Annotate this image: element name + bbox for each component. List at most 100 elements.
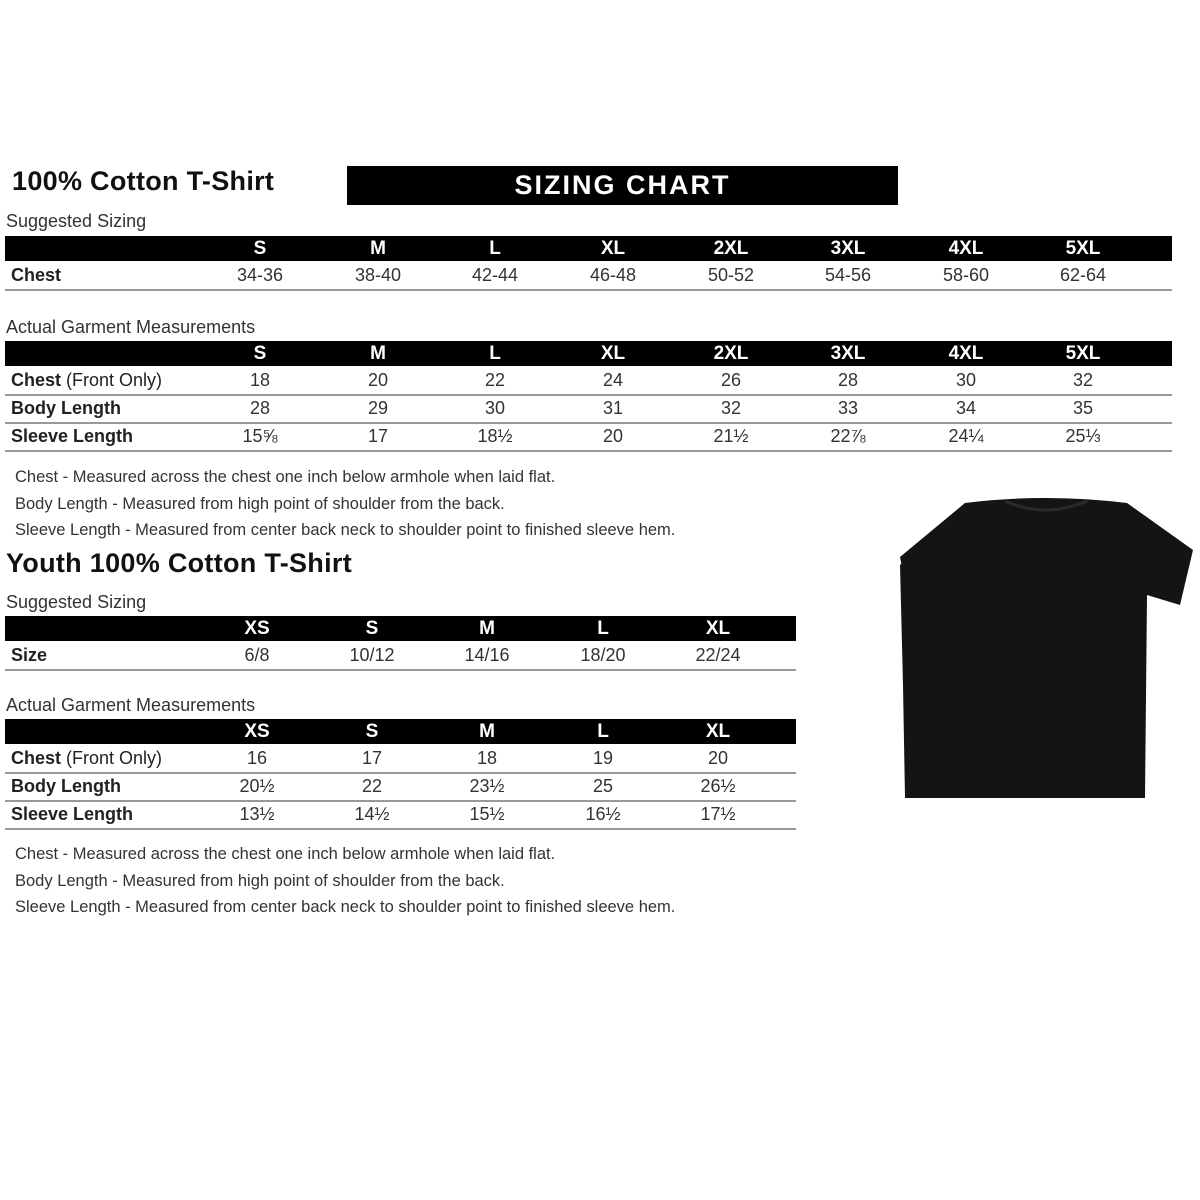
row-label: Size <box>11 641 47 669</box>
row-label-text: Body Length <box>11 398 121 418</box>
table-cell: 17½ <box>700 804 736 824</box>
table-cell: 25 <box>592 776 614 796</box>
table-cell: 23½ <box>469 776 505 796</box>
table-cell: 26 <box>720 370 742 390</box>
table-cell: 6/8 <box>244 645 270 665</box>
measurement-note: Body Length - Measured from high point o… <box>15 494 505 513</box>
table-cell: 22 <box>484 370 506 390</box>
table-cell: 20 <box>367 370 389 390</box>
table-cell: 38-40 <box>354 265 402 285</box>
table-cell: 62-64 <box>1059 265 1107 285</box>
table-cell: 24 <box>602 370 624 390</box>
black-tshirt-icon <box>900 498 1193 798</box>
size-header-3xl: 3XL <box>830 238 866 259</box>
size-header-l: L <box>489 238 501 259</box>
row-divider <box>5 828 796 830</box>
row-label: Chest (Front Only) <box>11 744 162 772</box>
measurement-note: Chest - Measured across the chest one in… <box>15 845 556 863</box>
table-cell: 28 <box>249 398 271 418</box>
table-cell: 29 <box>367 398 389 418</box>
table-cell: 28 <box>837 370 859 390</box>
row-label: Chest (Front Only) <box>11 366 162 394</box>
table-cell: 14/16 <box>464 645 510 665</box>
measurement-note: Body Length - Measured from high point o… <box>15 871 505 890</box>
table-row: Chest (Front Only) 16 17 18 19 20 <box>0 744 796 772</box>
table-cell: 22/24 <box>695 645 741 665</box>
youth-notes: Chest - Measured across the chest one in… <box>15 841 675 921</box>
row-label-text: Sleeve Length <box>11 426 134 446</box>
table-cell: 19 <box>592 748 614 768</box>
size-header-xl: XL <box>600 238 626 259</box>
size-header-l: L <box>489 343 501 364</box>
size-header-m: M <box>479 721 495 742</box>
table-cell: 33 <box>837 398 859 418</box>
size-header-l: L <box>597 618 609 639</box>
table-cell: 18½ <box>477 426 513 446</box>
row-divider <box>5 800 796 802</box>
row-label-text: Chest <box>11 370 62 390</box>
table-cell: 16½ <box>585 804 621 824</box>
measurement-note: Sleeve Length - Measured from center bac… <box>15 898 676 916</box>
table-cell: 46-48 <box>589 265 637 285</box>
table-cell: 24¼ <box>948 426 984 446</box>
table-row: Size 6/8 10/12 14/16 18/20 22/24 <box>0 641 796 669</box>
table-cell: 13½ <box>239 804 275 824</box>
size-header-s: S <box>365 721 379 742</box>
table-cell: 22 <box>361 776 383 796</box>
size-header-m: M <box>479 618 495 639</box>
size-header-bar: XS S M L XL <box>5 719 796 744</box>
table-cell: 32 <box>1072 370 1094 390</box>
row-divider <box>5 289 1172 291</box>
row-divider <box>5 450 1172 452</box>
table-cell: 54-56 <box>824 265 872 285</box>
table-cell: 58-60 <box>942 265 990 285</box>
size-header-3xl: 3XL <box>830 343 866 364</box>
table-cell: 42-44 <box>471 265 519 285</box>
size-header-2xl: 2XL <box>713 238 749 259</box>
size-header-bar: S M L XL 2XL 3XL 4XL 5XL <box>5 341 1172 366</box>
table-cell: 16 <box>246 748 268 768</box>
table-row: Sleeve Length 13½ 14½ 15½ 16½ 17½ <box>0 800 796 828</box>
table-cell: 18 <box>249 370 271 390</box>
table-cell: 34-36 <box>236 265 284 285</box>
size-header-2xl: 2XL <box>713 343 749 364</box>
size-header-s: S <box>253 238 267 259</box>
table-cell: 26½ <box>700 776 736 796</box>
table-row: Body Length 28 29 30 31 32 33 34 35 <box>0 394 1172 422</box>
table-cell: 50-52 <box>707 265 755 285</box>
table-cell: 15⅝ <box>242 426 278 446</box>
row-label-text: Sleeve Length <box>11 804 134 824</box>
row-label-suffix: (Front Only) <box>66 748 163 768</box>
row-label-suffix: (Front Only) <box>66 370 163 390</box>
size-header-bar: S M L XL 2XL 3XL 4XL 5XL <box>5 236 1172 261</box>
size-header-s: S <box>365 618 379 639</box>
row-divider <box>5 772 796 774</box>
measurement-note: Chest - Measured across the chest one in… <box>15 468 556 486</box>
table-cell: 15½ <box>469 804 505 824</box>
measurement-note: Sleeve Length - Measured from center bac… <box>15 521 676 539</box>
table-cell: 20½ <box>239 776 275 796</box>
size-header-4xl: 4XL <box>948 343 984 364</box>
row-divider <box>5 422 1172 424</box>
table-cell: 34 <box>955 398 977 418</box>
size-header-xl: XL <box>600 343 626 364</box>
table-cell: 17 <box>361 748 383 768</box>
row-label: Sleeve Length <box>11 422 133 450</box>
size-header-m: M <box>370 238 386 259</box>
adult-actual-label: Actual Garment Measurements <box>6 317 256 337</box>
table-cell: 25⅓ <box>1065 426 1101 446</box>
row-divider <box>5 394 1172 396</box>
size-header-xs: XS <box>244 721 270 742</box>
table-row: Chest 34-36 38-40 42-44 46-48 50-52 54-56 58-60… <box>0 261 1172 289</box>
size-header-5xl: 5XL <box>1065 343 1101 364</box>
row-label: Chest <box>11 261 61 289</box>
table-cell: 17 <box>367 426 389 446</box>
row-label-text: Body Length <box>11 776 121 796</box>
table-cell: 30 <box>484 398 506 418</box>
adult-suggested-label: Suggested Sizing <box>6 211 147 231</box>
row-divider <box>5 669 796 671</box>
size-header-xl: XL <box>705 618 731 639</box>
youth-suggested-label: Suggested Sizing <box>6 592 147 612</box>
table-cell: 10/12 <box>349 645 395 665</box>
